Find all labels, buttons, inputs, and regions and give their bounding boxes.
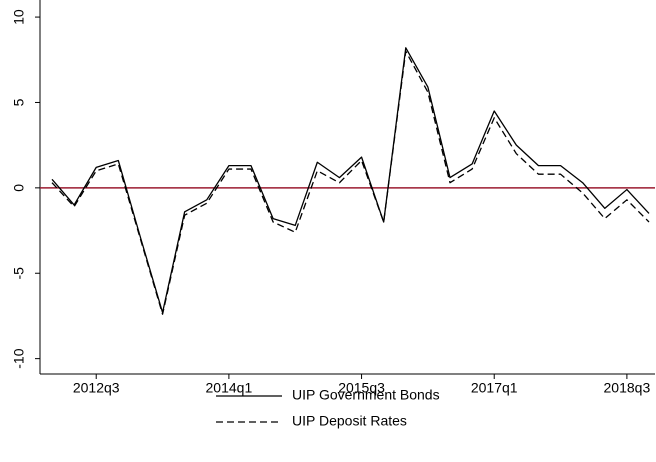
x-tick-label: 2012q3 bbox=[73, 380, 120, 396]
x-tick-label: 2018q3 bbox=[604, 380, 651, 396]
y-tick-label: 0 bbox=[11, 184, 27, 192]
series-line bbox=[51, 47, 650, 314]
x-tick-label: 2015q3 bbox=[338, 380, 385, 396]
y-tick-label: 5 bbox=[11, 98, 27, 106]
x-tick-label: 2017q1 bbox=[471, 380, 518, 396]
legend-label: UIP Deposit Rates bbox=[292, 413, 407, 429]
x-tick-label: 2014q1 bbox=[206, 380, 253, 396]
legend-label: UIP Government Bonds bbox=[292, 387, 440, 403]
y-tick-label: 10 bbox=[11, 9, 27, 25]
y-tick-label: -10 bbox=[11, 348, 27, 368]
y-tick-label: -5 bbox=[11, 267, 27, 280]
series-line bbox=[51, 50, 650, 315]
